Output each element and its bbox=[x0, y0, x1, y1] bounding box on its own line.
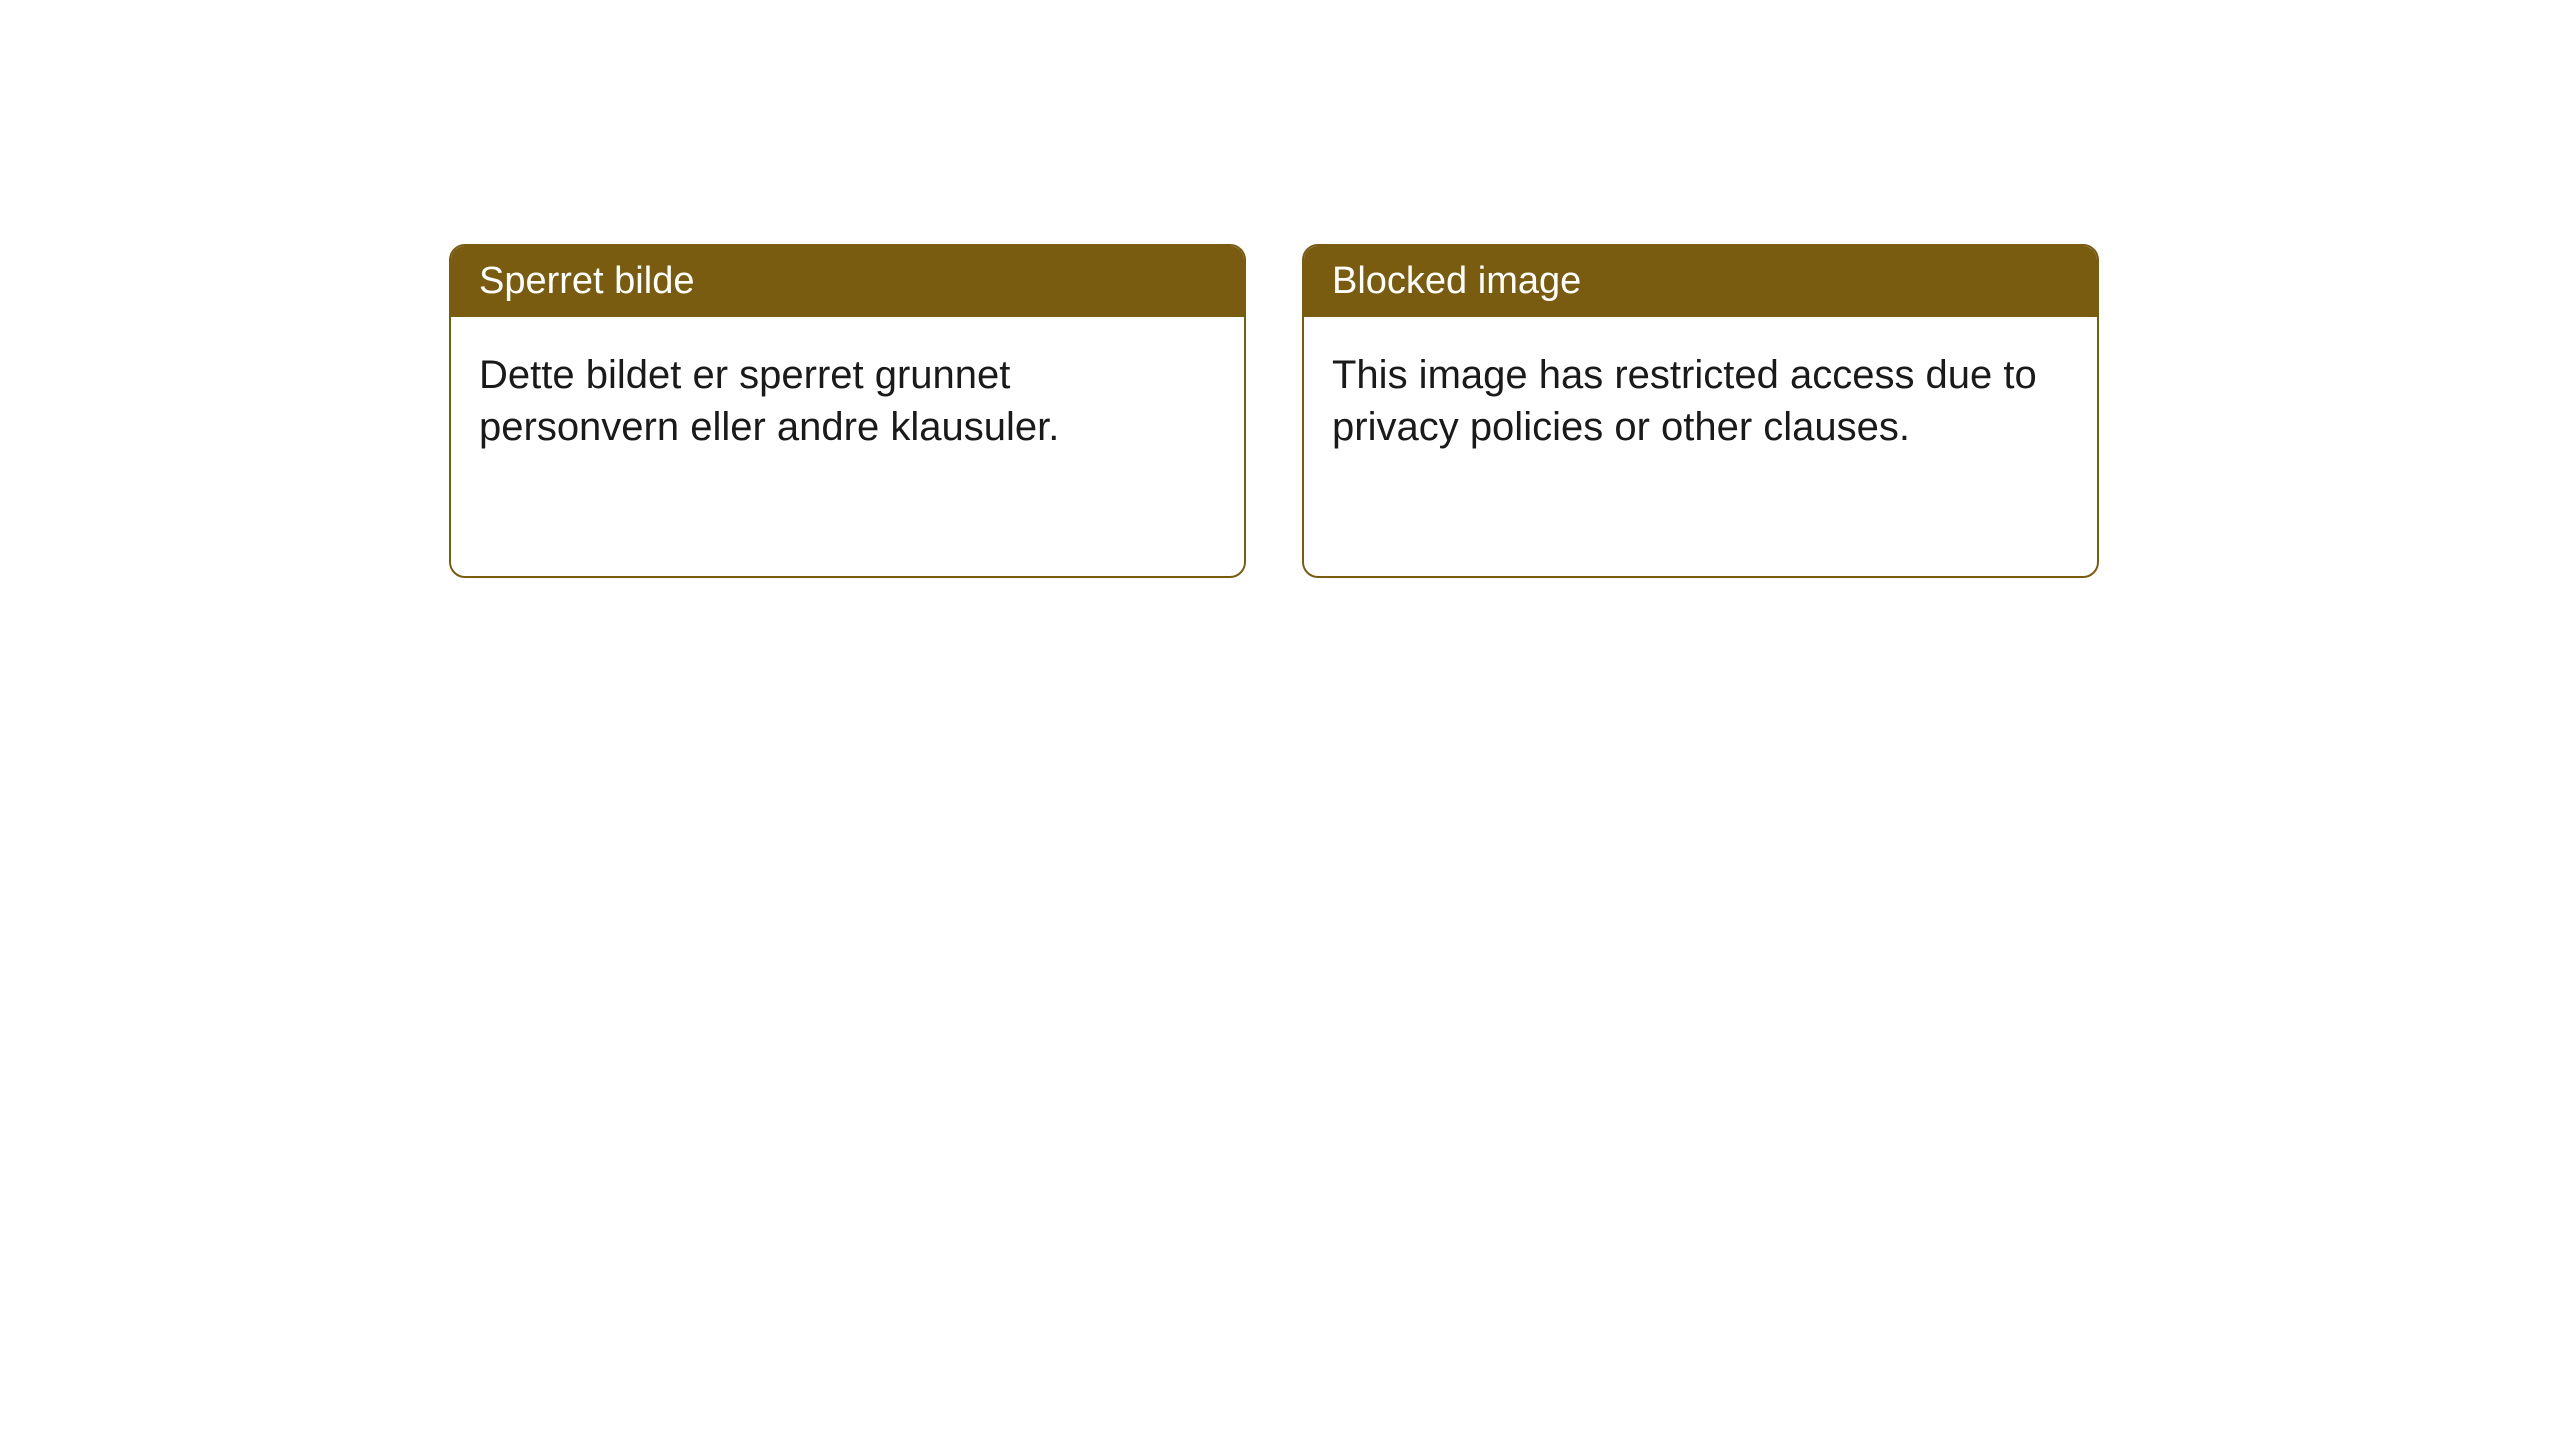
notice-body-norwegian: Dette bildet er sperret grunnet personve… bbox=[451, 317, 1244, 485]
notice-card-english: Blocked image This image has restricted … bbox=[1302, 244, 2099, 578]
notice-container: Sperret bilde Dette bildet er sperret gr… bbox=[449, 244, 2099, 578]
notice-title-norwegian: Sperret bilde bbox=[479, 260, 694, 302]
notice-text-english: This image has restricted access due to … bbox=[1332, 353, 2037, 449]
notice-body-english: This image has restricted access due to … bbox=[1304, 317, 2097, 485]
notice-text-norwegian: Dette bildet er sperret grunnet personve… bbox=[479, 353, 1059, 449]
notice-header-norwegian: Sperret bilde bbox=[451, 246, 1244, 317]
notice-header-english: Blocked image bbox=[1304, 246, 2097, 317]
notice-title-english: Blocked image bbox=[1332, 260, 1581, 302]
notice-card-norwegian: Sperret bilde Dette bildet er sperret gr… bbox=[449, 244, 1246, 578]
